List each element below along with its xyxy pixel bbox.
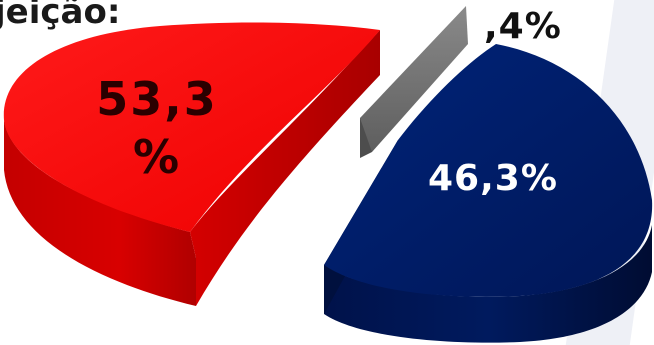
chart-title-fragment: jeição: [0,0,121,32]
data-label-red-line2: % [132,130,182,184]
pie-slice-red-side [4,120,196,306]
data-label-red: 53,3 % [92,70,222,186]
pie-slice-navy-side [324,225,652,343]
data-label-red-line1: 53,3 [96,72,218,126]
pie-slice-red-cut [190,30,380,306]
data-label-gray: ,4% [484,6,562,47]
pie-slice-gray-top [360,6,468,152]
pie-slice-red-top [3,22,380,232]
pie-slice-navy-top [324,44,653,297]
data-label-navy: 46,3% [428,158,558,199]
